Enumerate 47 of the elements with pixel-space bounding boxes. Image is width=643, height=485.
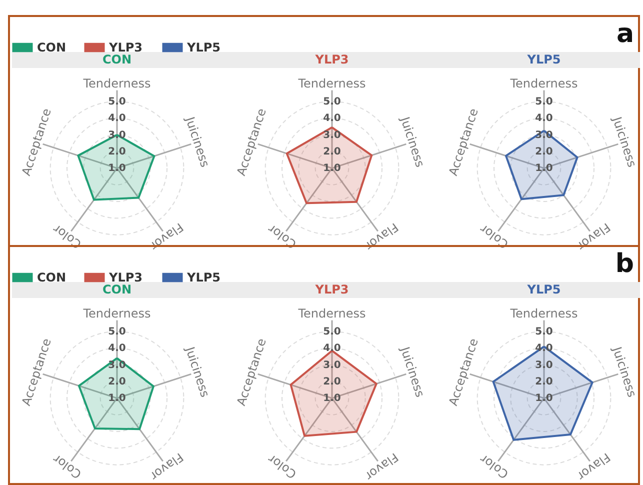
text: YLP5 <box>526 282 561 296</box>
y-tick-label: 1.0 <box>323 393 341 404</box>
y-tick-label: 4.0 <box>323 343 341 354</box>
spoke-label: Tenderness <box>509 76 578 91</box>
legend-label: CON <box>37 40 66 54</box>
y-tick-label: 2.0 <box>535 146 553 158</box>
y-tick-label: 2.0 <box>323 376 341 388</box>
y-tick-label: 1.0 <box>535 163 553 174</box>
y-tick-label: 3.0 <box>108 360 126 371</box>
y-tick-label: 2.0 <box>535 376 553 388</box>
y-tick-label: 1.0 <box>323 163 341 174</box>
y-tick-label: 3.0 <box>323 130 341 141</box>
legend-label: YLP5 <box>186 40 220 54</box>
y-tick-label: 3.0 <box>535 360 553 371</box>
y-tick-label: 5.0 <box>323 96 341 108</box>
y-tick-label: 1.0 <box>108 163 126 174</box>
spoke-label: Tenderness <box>297 306 366 321</box>
text: CON <box>102 52 132 66</box>
legend-label: YLP5 <box>186 270 220 284</box>
spoke-label: Tenderness <box>82 306 151 321</box>
text: a <box>616 19 634 49</box>
text: YLP3 <box>314 282 349 296</box>
y-tick-label: 2.0 <box>323 146 341 158</box>
y-tick-label: 5.0 <box>535 326 553 338</box>
text: YLP3 <box>314 52 349 66</box>
y-tick-label: 2.0 <box>108 146 126 158</box>
text: CON <box>102 282 132 296</box>
text: YLP5 <box>526 52 561 66</box>
legend-label: CON <box>37 270 66 284</box>
y-tick-label: 5.0 <box>535 96 553 108</box>
y-tick-label: 1.0 <box>535 393 553 404</box>
legend-label: YLP3 <box>108 40 142 54</box>
spoke-label: Tenderness <box>297 76 366 91</box>
text: b <box>615 249 634 279</box>
spoke-label: Tenderness <box>509 306 578 321</box>
y-tick-label: 4.0 <box>108 343 126 354</box>
legend-label: YLP3 <box>108 270 142 284</box>
y-tick-label: 2.0 <box>108 376 126 388</box>
y-tick-label: 1.0 <box>108 393 126 404</box>
y-tick-label: 5.0 <box>108 326 126 338</box>
y-tick-label: 4.0 <box>535 113 553 124</box>
y-tick-label: 4.0 <box>323 113 341 124</box>
y-tick-label: 3.0 <box>323 360 341 371</box>
spoke-label: Tenderness <box>82 76 151 91</box>
y-tick-label: 5.0 <box>108 96 126 108</box>
y-tick-label: 4.0 <box>108 113 126 124</box>
y-tick-label: 5.0 <box>323 326 341 338</box>
